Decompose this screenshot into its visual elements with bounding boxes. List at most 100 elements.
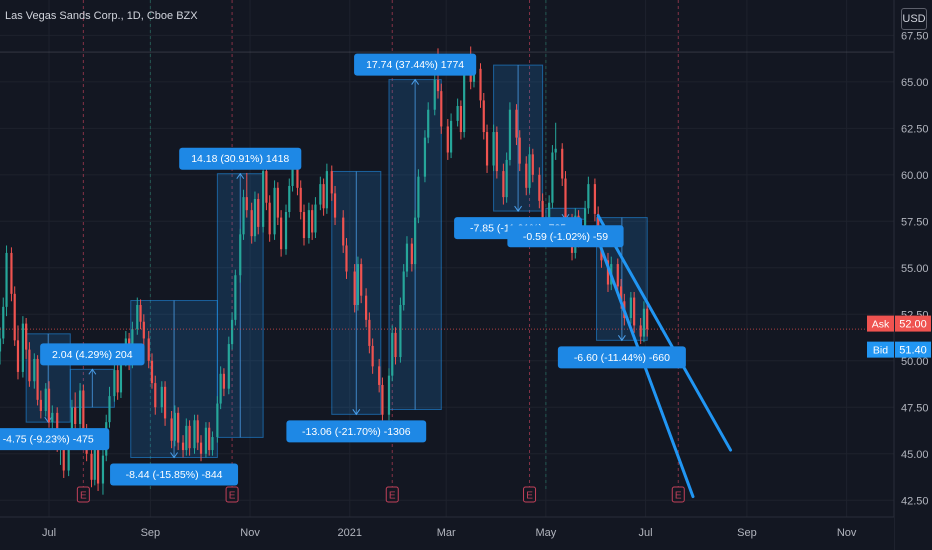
candle xyxy=(616,258,619,294)
candle-body xyxy=(371,345,374,367)
candle xyxy=(160,381,163,413)
candle-body xyxy=(67,440,70,471)
time-axis-bg xyxy=(0,517,894,550)
price-axis[interactable]: 42.5045.0047.5050.0052.5055.0057.5060.00… xyxy=(893,0,932,550)
candle xyxy=(505,152,508,203)
candle xyxy=(139,299,142,330)
date-range-box[interactable] xyxy=(216,172,264,438)
candle-body xyxy=(518,137,521,164)
candle-body xyxy=(257,198,260,227)
candle-body xyxy=(505,159,508,198)
candle xyxy=(302,204,306,246)
candle-body xyxy=(319,184,322,205)
candle xyxy=(222,368,226,397)
candle-body xyxy=(642,308,646,337)
earnings-marker[interactable]: E xyxy=(225,486,239,503)
candle-body xyxy=(314,204,317,233)
candle-body xyxy=(405,243,409,272)
candle-body xyxy=(199,442,203,454)
candle xyxy=(368,312,371,354)
time-tick-label: Jul xyxy=(42,527,56,539)
candle xyxy=(284,204,288,255)
candle-body xyxy=(234,275,237,320)
date-range-arrowhead xyxy=(617,335,626,342)
candle xyxy=(518,130,521,172)
candle-body xyxy=(291,159,294,186)
date-range-label-text: -6.60 (-11.44%) -660 xyxy=(574,352,670,364)
candle-body xyxy=(360,264,363,296)
earnings-marker[interactable]: E xyxy=(671,486,685,503)
candle-body xyxy=(541,200,544,218)
time-tick-label: Nov xyxy=(837,527,857,539)
candle xyxy=(16,325,20,380)
time-tick-label: 2021 xyxy=(338,527,362,539)
candle-body xyxy=(322,184,325,209)
date-range-box[interactable] xyxy=(493,64,544,212)
candle-body xyxy=(325,171,328,209)
candle xyxy=(265,165,268,211)
date-range-box[interactable] xyxy=(331,170,382,416)
candle xyxy=(276,182,279,226)
candle xyxy=(479,63,482,108)
date-range-label-text: 2.04 (4.29%) 204 xyxy=(52,349,133,361)
candle-body xyxy=(16,340,20,372)
earnings-marker[interactable]: E xyxy=(76,486,90,503)
candle-body xyxy=(342,217,345,246)
time-axis[interactable]: Jul Sep Nov 2021 Mar May Jul Sep Nov xyxy=(0,516,894,550)
candle xyxy=(314,197,317,239)
candle-body xyxy=(21,323,24,372)
candle-body xyxy=(262,171,265,227)
candle xyxy=(154,375,157,415)
candle-body xyxy=(196,420,199,443)
date-range-label: -4.75 (-9.23%) -475 xyxy=(0,428,110,451)
date-range-box[interactable] xyxy=(69,368,115,408)
candle xyxy=(639,318,642,345)
candle-body xyxy=(101,455,105,484)
date-range-label-text: 14.18 (30.91%) 1418 xyxy=(191,153,289,165)
candle xyxy=(227,336,230,395)
candle xyxy=(482,92,485,140)
candle xyxy=(417,169,420,224)
candle-body xyxy=(364,295,368,320)
candle xyxy=(538,167,541,209)
candle-body xyxy=(414,217,417,265)
candle-body xyxy=(508,109,512,160)
candle xyxy=(433,70,436,116)
trend-line[interactable] xyxy=(596,214,733,452)
currency-button[interactable]: USD xyxy=(901,8,927,30)
candle-body xyxy=(387,375,391,415)
candle-body xyxy=(211,437,214,451)
symbol-title[interactable]: Las Vegas Sands Corp., 1D, Cboe BZX xyxy=(5,10,198,22)
candle xyxy=(449,113,453,159)
candle-body xyxy=(74,407,77,425)
candle-body xyxy=(170,418,173,441)
earnings-marker[interactable]: E xyxy=(385,486,399,503)
candle xyxy=(113,362,116,402)
candle xyxy=(173,405,176,447)
date-range-label-text: 17.74 (37.44%) 1774 xyxy=(366,59,464,71)
candle-body xyxy=(116,370,119,393)
candle-body xyxy=(33,358,36,382)
candle xyxy=(629,291,632,324)
candle xyxy=(230,312,234,350)
candle-body xyxy=(113,370,116,397)
candle xyxy=(606,252,610,292)
candle xyxy=(414,210,417,270)
candle xyxy=(188,420,191,456)
earnings-marker[interactable]: E xyxy=(523,486,537,503)
candle-body xyxy=(378,366,381,385)
candle xyxy=(242,189,245,240)
candle-body xyxy=(280,217,283,250)
date-range-label-box xyxy=(557,346,686,369)
candle xyxy=(399,297,402,363)
candle-body xyxy=(417,176,420,218)
candle-body xyxy=(639,325,642,337)
candle-body xyxy=(108,396,111,423)
candle-body xyxy=(423,137,427,177)
candle xyxy=(170,410,173,449)
time-tick-label: Sep xyxy=(141,527,161,539)
candle xyxy=(502,163,505,205)
candle xyxy=(47,381,51,428)
candle-body xyxy=(253,198,257,237)
